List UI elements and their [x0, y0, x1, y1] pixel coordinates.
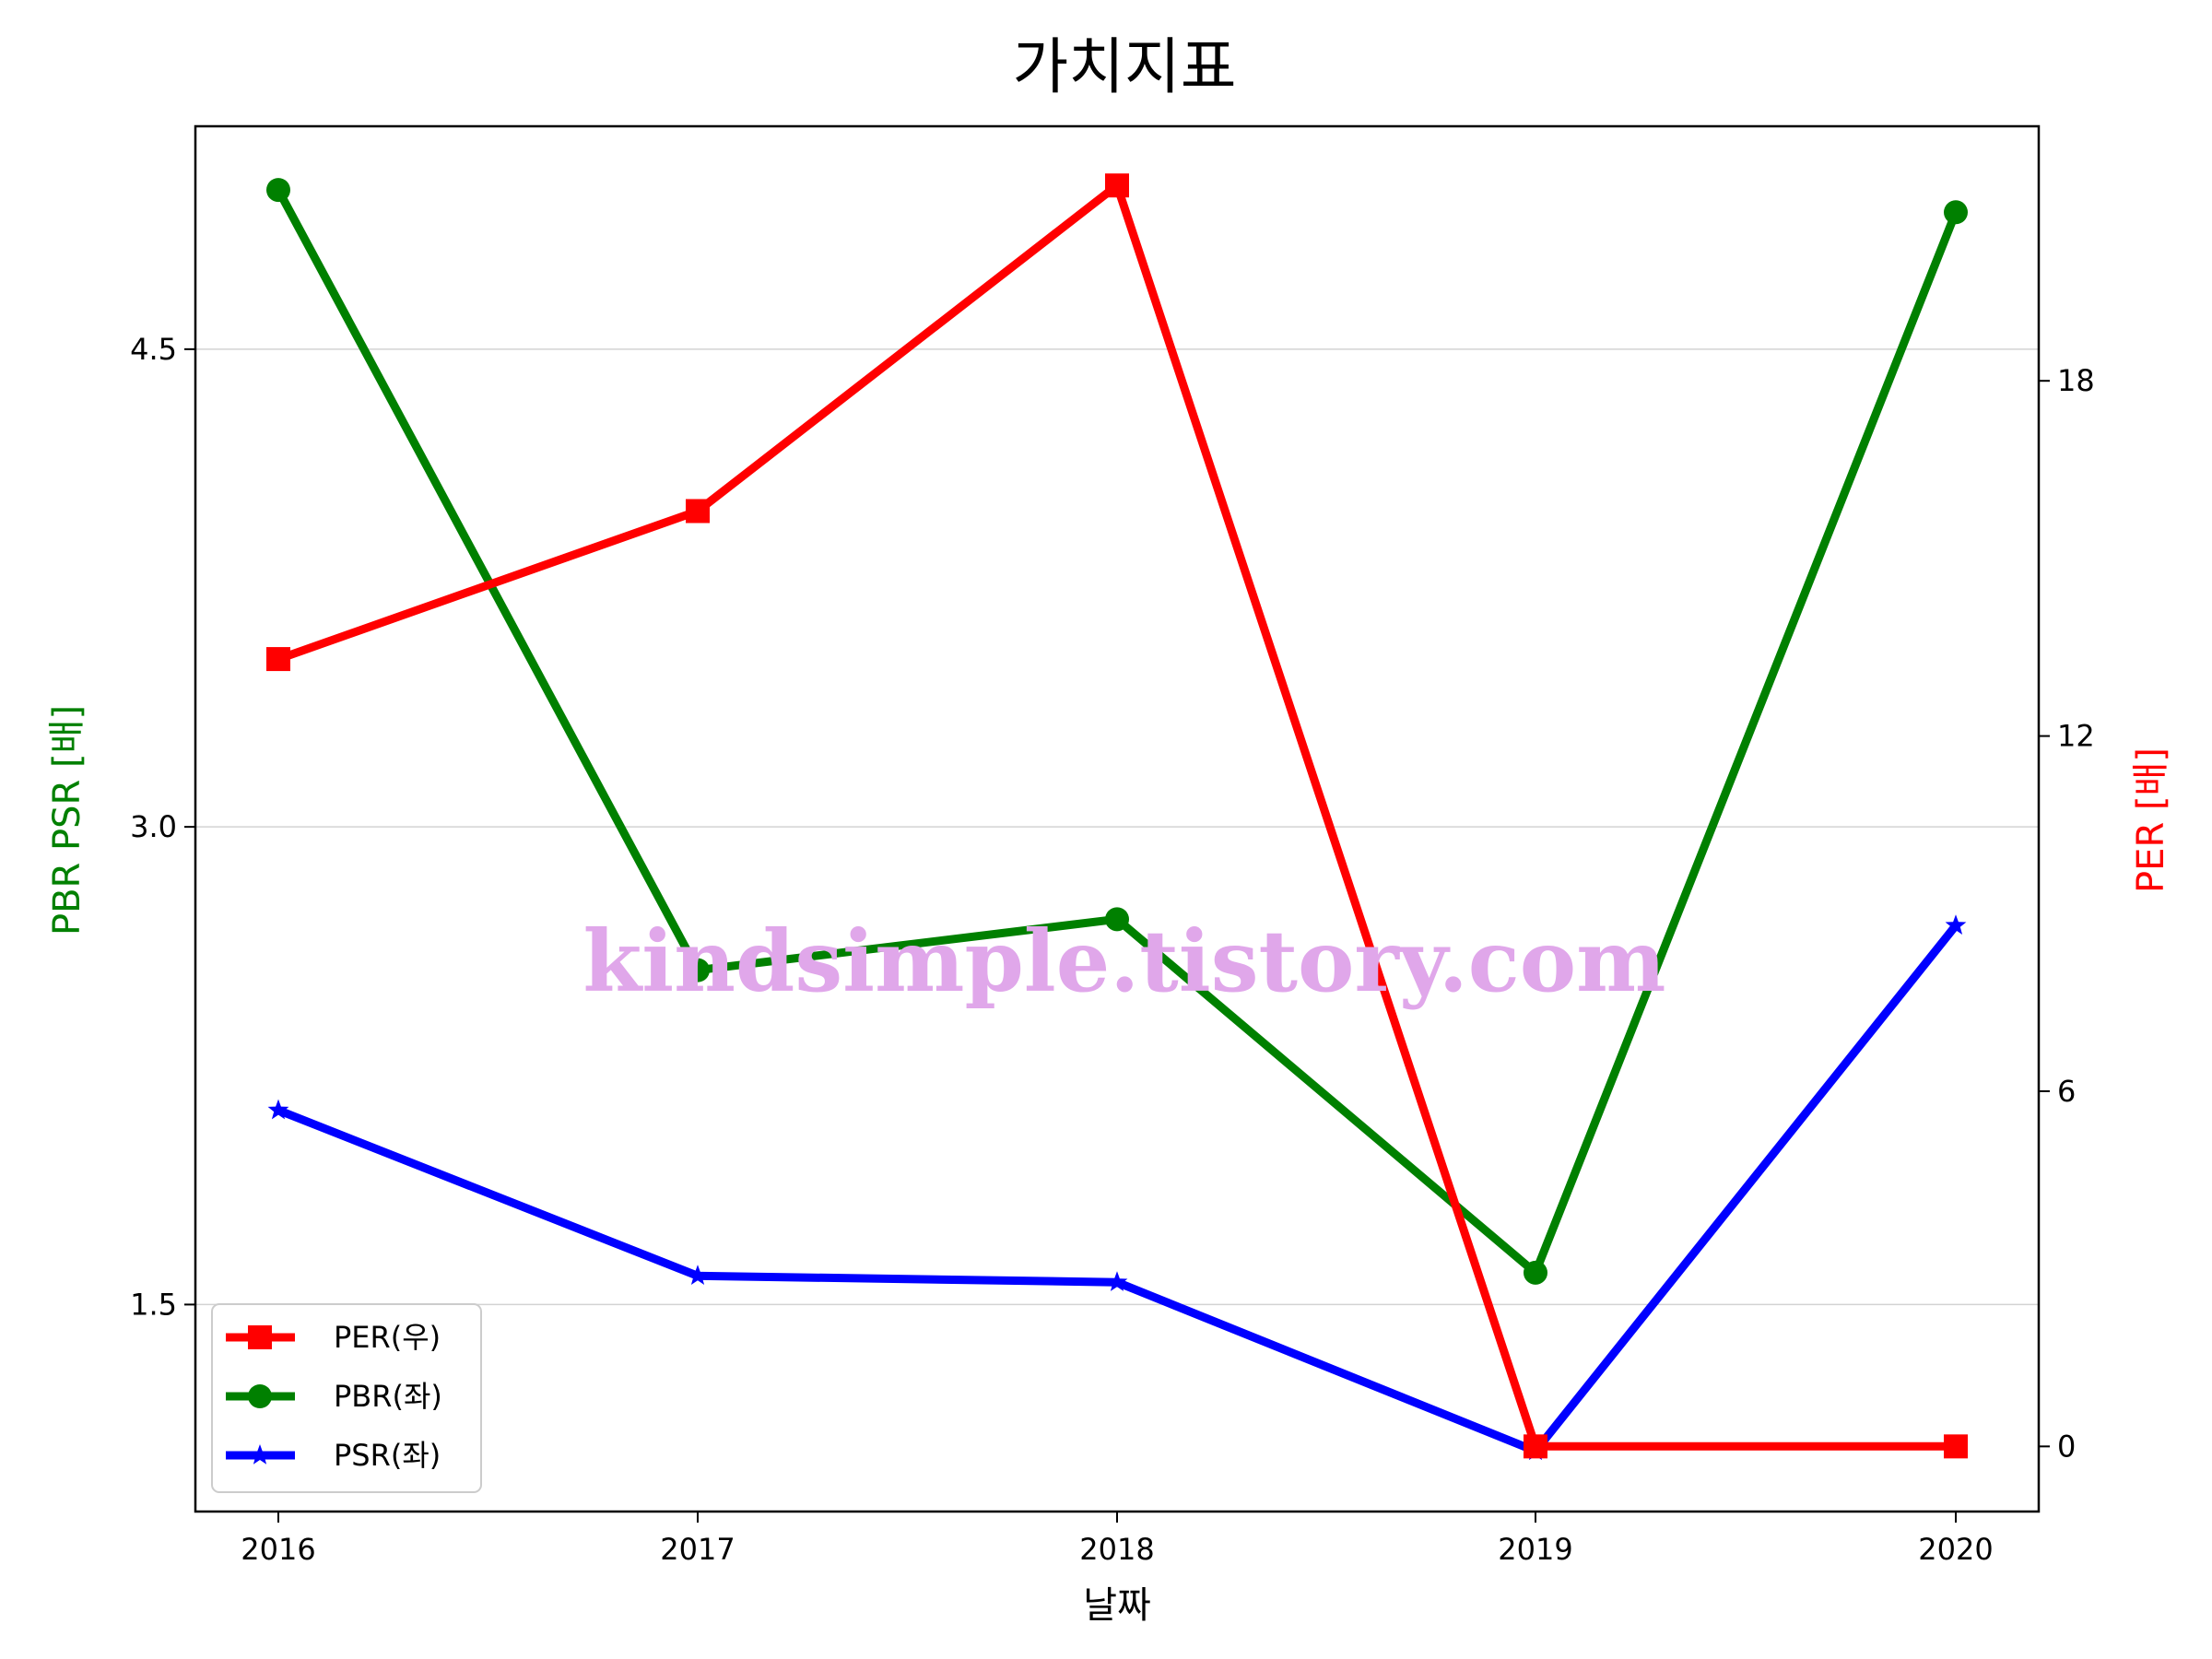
x-tick-label: 2017	[660, 1532, 735, 1567]
series-per-marker	[1944, 1434, 1968, 1459]
series-psr-marker	[267, 1099, 289, 1120]
x-tick-label: 2020	[1918, 1532, 1993, 1567]
x-axis-label: 날짜	[1083, 1584, 1151, 1627]
series-psr-marker	[1945, 914, 1967, 935]
series-psr-marker	[1106, 1271, 1128, 1291]
gridlines	[195, 348, 2039, 1306]
series-pbr-marker	[1524, 1260, 1547, 1285]
legend-frame	[211, 1303, 482, 1493]
y-left-tick-label: 4.5	[130, 332, 177, 367]
series-per	[266, 173, 1968, 1459]
series-pbr-marker	[686, 958, 710, 982]
legend-label: PBR(좌)	[334, 1379, 442, 1414]
series-per-marker	[1105, 173, 1129, 198]
series-per-marker	[1524, 1434, 1547, 1459]
y-right-tick-label: 0	[2057, 1429, 2076, 1464]
y-right-tick-label: 18	[2057, 363, 2095, 398]
y-right-tick-label: 6	[2057, 1074, 2076, 1109]
legend-label: PER(우)	[334, 1320, 441, 1355]
legend-item: PSR(좌)	[226, 1438, 441, 1473]
chart-title: 가치지표	[1013, 31, 1237, 102]
legend-swatch-marker	[249, 1444, 271, 1465]
y-axis-left: 1.5 3.0 4.5	[130, 332, 195, 1322]
x-tick-label: 2019	[1498, 1532, 1572, 1567]
legend-item: PER(우)	[226, 1320, 441, 1355]
series-psr-marker	[687, 1265, 709, 1285]
series-pbr-marker	[266, 178, 290, 203]
y-left-tick-label: 3.0	[130, 809, 177, 844]
y-axis-left-label: PBR PSR [배]	[46, 705, 88, 935]
x-axis: 2016 2017 2018 2019 2020	[241, 1512, 1994, 1567]
legend: PER(우) PBR(좌) PSR(좌)	[211, 1303, 482, 1493]
series-pbr-marker	[1105, 907, 1129, 932]
series-pbr-marker	[1944, 200, 1968, 225]
x-tick-label: 2016	[241, 1532, 315, 1567]
series-layer	[266, 173, 1968, 1461]
y-left-tick-label: 1.5	[130, 1287, 177, 1322]
series-per-marker	[686, 499, 710, 524]
x-tick-label: 2018	[1079, 1532, 1154, 1567]
legend-item: PBR(좌)	[226, 1379, 442, 1414]
y-axis-right: 0 6 12 18	[2039, 363, 2095, 1464]
watermark: kindsimple.tistory.com	[582, 912, 1665, 1011]
series-pbr	[266, 178, 1968, 1285]
y-right-tick-label: 12	[2057, 719, 2095, 754]
legend-label: PSR(좌)	[334, 1438, 441, 1473]
legend-swatch-marker	[248, 1325, 272, 1349]
y-axis-right-label: PER [배]	[2130, 747, 2172, 893]
legend-swatch-marker	[248, 1384, 272, 1408]
series-per-marker	[266, 647, 290, 672]
